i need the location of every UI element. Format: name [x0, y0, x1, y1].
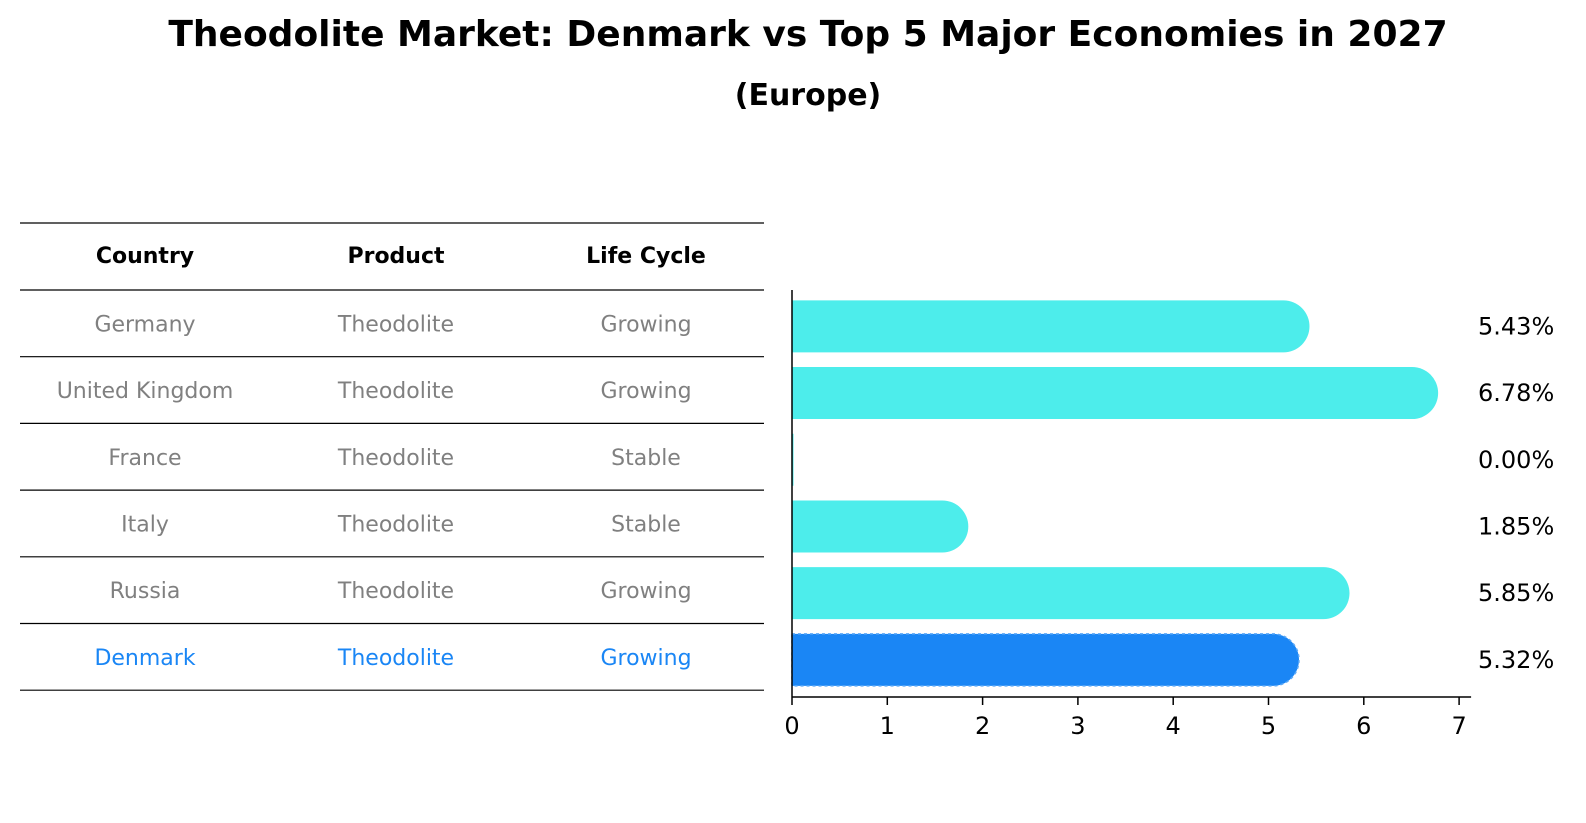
bar-value-label: 5.85% — [1478, 579, 1554, 607]
bar-germany — [792, 300, 1310, 353]
table-cell-product: Theodolite — [337, 379, 454, 404]
x-tick-label: 7 — [1451, 712, 1466, 740]
bar-value-label: 5.32% — [1478, 646, 1554, 674]
table-cell-life-cycle: Stable — [611, 512, 681, 537]
table-cell-country: Italy — [121, 512, 169, 537]
table-cell-country: Germany — [94, 312, 195, 337]
bar-value-label: 5.43% — [1478, 312, 1554, 340]
x-tick-label: 3 — [1070, 712, 1085, 740]
table-cell-country: United Kingdom — [57, 379, 234, 404]
x-tick-label: 6 — [1356, 712, 1371, 740]
table-cell-life-cycle: Growing — [600, 646, 691, 671]
table-cell-product: Theodolite — [337, 312, 454, 337]
chart-title: Theodolite Market: Denmark vs Top 5 Majo… — [168, 14, 1448, 55]
table-cell-product: Theodolite — [337, 579, 454, 604]
table-cell-life-cycle: Growing — [600, 579, 691, 604]
table-cell-product: Theodolite — [337, 512, 454, 537]
x-tick-label: 1 — [880, 712, 895, 740]
x-tick-label: 5 — [1261, 712, 1276, 740]
bar-united-kingdom — [792, 367, 1439, 420]
table-header-country: Country — [96, 244, 194, 269]
table-cell-country: France — [108, 446, 181, 471]
table-cell-product: Theodolite — [337, 446, 454, 471]
bar-russia — [792, 567, 1350, 620]
x-tick-label: 0 — [784, 712, 799, 740]
table-cell-country: Denmark — [94, 646, 195, 671]
bar-denmark — [791, 633, 1300, 687]
x-tick-label: 4 — [1166, 712, 1181, 740]
bar-value-label: 1.85% — [1478, 512, 1554, 540]
table-cell-life-cycle: Stable — [611, 446, 681, 471]
bar-value-label: 6.78% — [1478, 379, 1554, 407]
x-tick-label: 2 — [975, 712, 990, 740]
table-header-product: Product — [347, 244, 445, 269]
table-cell-life-cycle: Growing — [600, 312, 691, 337]
table-cell-product: Theodolite — [337, 646, 454, 671]
chart-subtitle: (Europe) — [734, 78, 882, 113]
bar-italy — [792, 500, 969, 553]
table-header-life-cycle: Life Cycle — [586, 244, 706, 269]
table-cell-life-cycle: Growing — [600, 379, 691, 404]
bar-value-label: 0.00% — [1478, 446, 1554, 474]
table-cell-country: Russia — [110, 579, 181, 604]
